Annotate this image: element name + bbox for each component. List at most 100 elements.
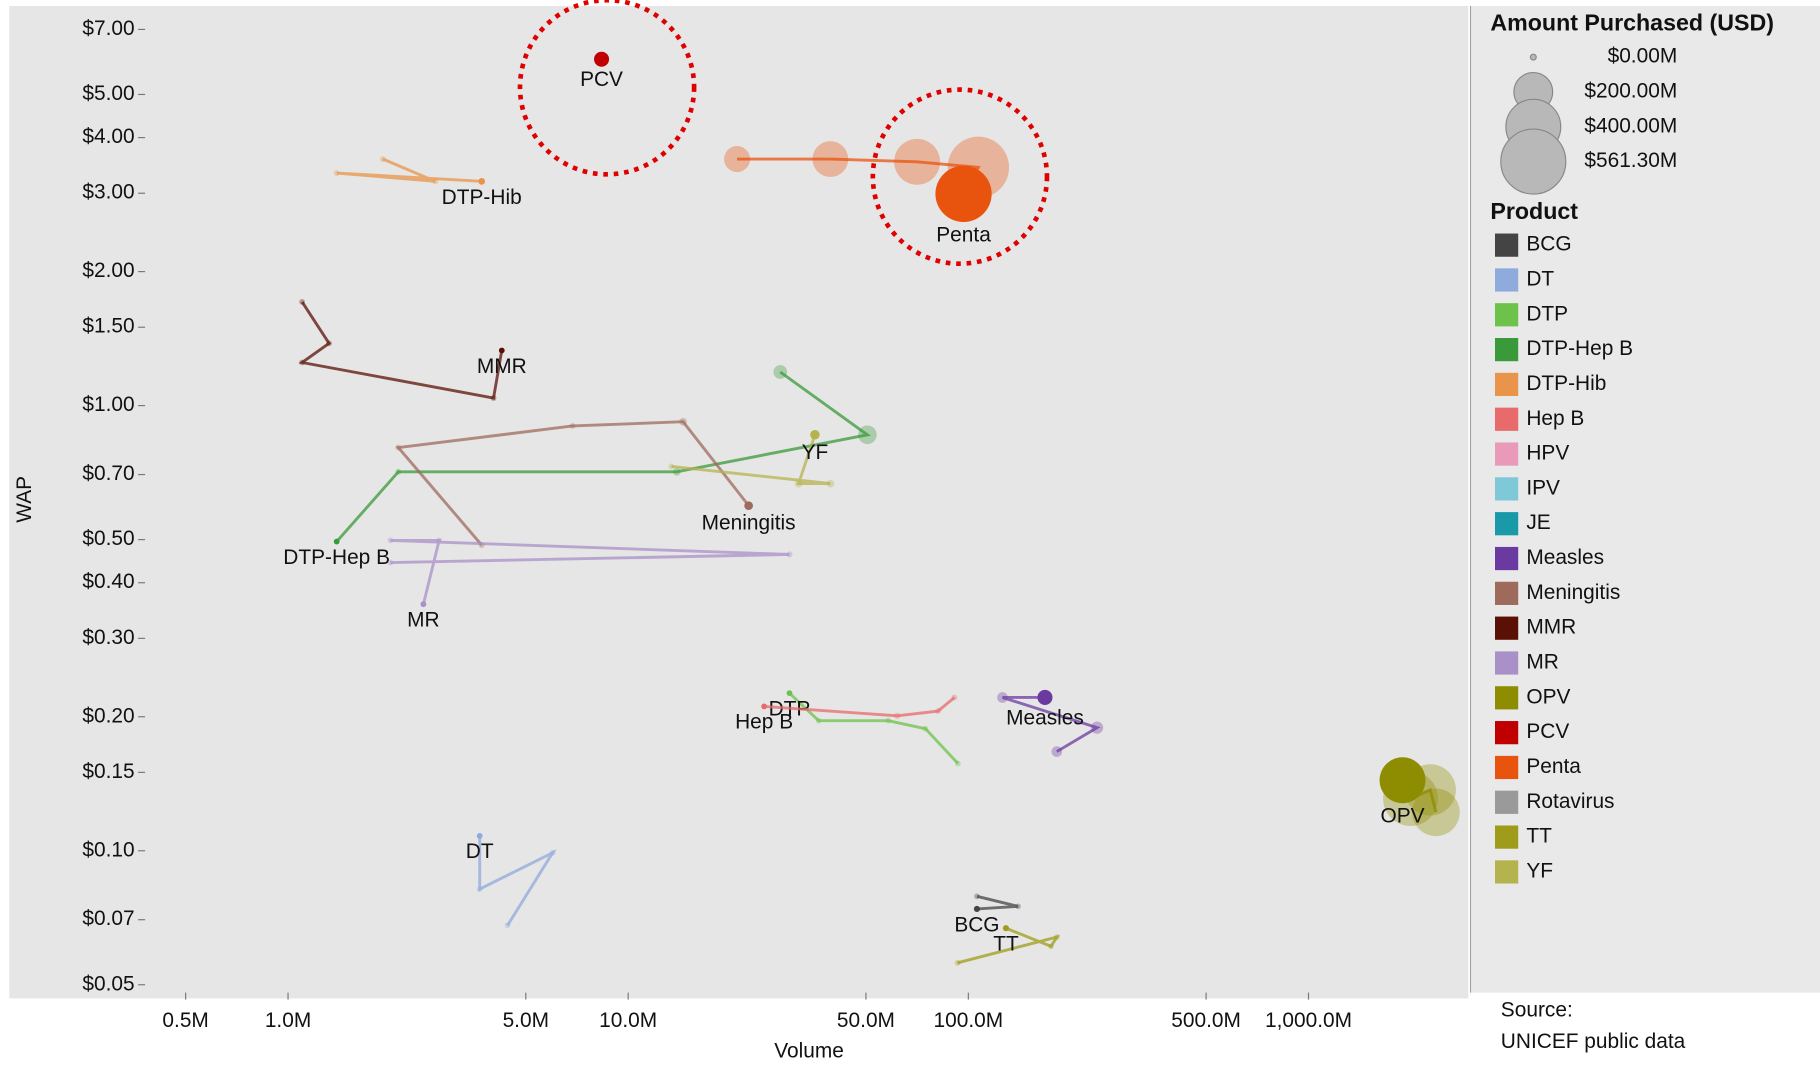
legend-label: Rotavirus <box>1526 790 1614 813</box>
bubble <box>1048 943 1054 950</box>
y-tick-label: $1.00 <box>82 393 134 416</box>
bubble <box>761 703 768 710</box>
legend-swatch <box>1495 651 1519 675</box>
bubble <box>894 138 941 185</box>
product-label: DT <box>466 840 494 863</box>
x-tick-label: 100.0M <box>934 1009 1004 1032</box>
bubble <box>387 537 394 544</box>
bubble <box>935 708 942 714</box>
bubble <box>810 430 820 440</box>
size-legend-label: $400.00M <box>1584 114 1677 137</box>
bubble <box>935 165 992 222</box>
bubble <box>1053 934 1060 940</box>
legend-label: Penta <box>1526 755 1581 778</box>
legend-swatch <box>1495 825 1519 849</box>
bubble <box>436 537 442 544</box>
bubble <box>333 538 340 545</box>
trajectory-line <box>335 370 871 543</box>
bubble <box>955 760 961 767</box>
product-label: YF <box>802 441 829 464</box>
bubble <box>786 690 793 697</box>
bubble <box>387 559 394 566</box>
source-note: Source: <box>1501 999 1573 1022</box>
legend-label: OPV <box>1526 685 1570 708</box>
legend-swatch <box>1495 616 1519 640</box>
bubble <box>1379 757 1426 804</box>
bubble <box>326 340 332 347</box>
product-label: Penta <box>936 223 991 246</box>
trajectory-line <box>390 538 790 605</box>
highlight-circle <box>517 0 697 177</box>
product-label: DTP-Hib <box>442 186 522 209</box>
bubble <box>668 463 675 470</box>
y-tick-label: $0.30 <box>82 626 134 649</box>
legend-label: JE <box>1526 511 1550 534</box>
legend-label: MR <box>1526 651 1558 674</box>
bubble <box>786 551 793 558</box>
y-tick-label: $4.00 <box>82 125 134 148</box>
y-tick-label: $0.70 <box>82 462 134 485</box>
trajectory-line <box>671 434 831 486</box>
y-tick-label: $2.00 <box>82 259 134 282</box>
legend-swatch <box>1495 860 1519 884</box>
bubble <box>504 922 511 929</box>
legend-swatch <box>1495 790 1519 814</box>
bubble <box>333 170 340 176</box>
size-legend-title: Amount Purchased (USD) <box>1490 10 1774 36</box>
bubble <box>954 959 961 966</box>
legend-label: DTP-Hib <box>1526 372 1606 395</box>
legend-swatch <box>1495 755 1519 780</box>
bubble <box>432 178 439 185</box>
legend-swatch <box>1495 303 1519 327</box>
product-label: DTP-Hep B <box>283 546 390 569</box>
legend-label: DT <box>1526 267 1554 290</box>
size-legend-label: $200.00M <box>1584 79 1677 102</box>
size-legend-bubble <box>1500 128 1567 195</box>
legend-swatch <box>1495 407 1519 431</box>
bubble <box>815 717 822 724</box>
bubble <box>395 444 402 451</box>
legend-swatch <box>1495 442 1519 466</box>
legend-swatch <box>1495 581 1519 605</box>
x-tick-label: 0.5M <box>162 1009 208 1032</box>
y-tick-label: $0.15 <box>82 760 134 783</box>
y-tick-label: $3.00 <box>82 181 134 204</box>
legend-label: MMR <box>1526 616 1576 639</box>
y-tick-label: $0.20 <box>82 704 134 727</box>
plot-background <box>9 6 1469 999</box>
trajectory-line <box>478 835 557 927</box>
legend-label: DTP-Hep B <box>1526 337 1633 360</box>
legend-swatch <box>1495 686 1519 710</box>
bubble <box>858 425 877 445</box>
product-label: TT <box>993 933 1019 956</box>
legend-swatch <box>1495 268 1519 292</box>
legend-label: PCV <box>1526 720 1569 743</box>
bubble <box>1002 925 1010 932</box>
legend-label: Hep B <box>1526 407 1584 430</box>
bubble <box>672 467 681 476</box>
bubble <box>476 886 483 893</box>
bubble <box>974 893 980 900</box>
x-tick-label: 10.0M <box>599 1009 657 1032</box>
bubble <box>379 156 386 162</box>
bubble <box>885 717 892 724</box>
bubble <box>724 146 751 173</box>
legend-swatch <box>1495 233 1519 257</box>
product-label: BCG <box>954 913 999 936</box>
bubble <box>1015 903 1021 910</box>
legend-label: Measles <box>1526 546 1604 569</box>
legend-label: DTP <box>1526 302 1568 325</box>
legend-label: TT <box>1526 825 1552 848</box>
product-label: MMR <box>477 355 527 378</box>
y-tick-label: $0.10 <box>82 838 134 861</box>
bubble <box>420 601 427 608</box>
legend-swatch <box>1495 721 1519 745</box>
trajectory-line <box>976 894 1019 911</box>
bubble <box>951 694 958 701</box>
product-label: MR <box>407 609 439 632</box>
bubble <box>569 423 576 429</box>
trajectory-line <box>298 301 504 400</box>
legend-swatch <box>1495 546 1519 571</box>
